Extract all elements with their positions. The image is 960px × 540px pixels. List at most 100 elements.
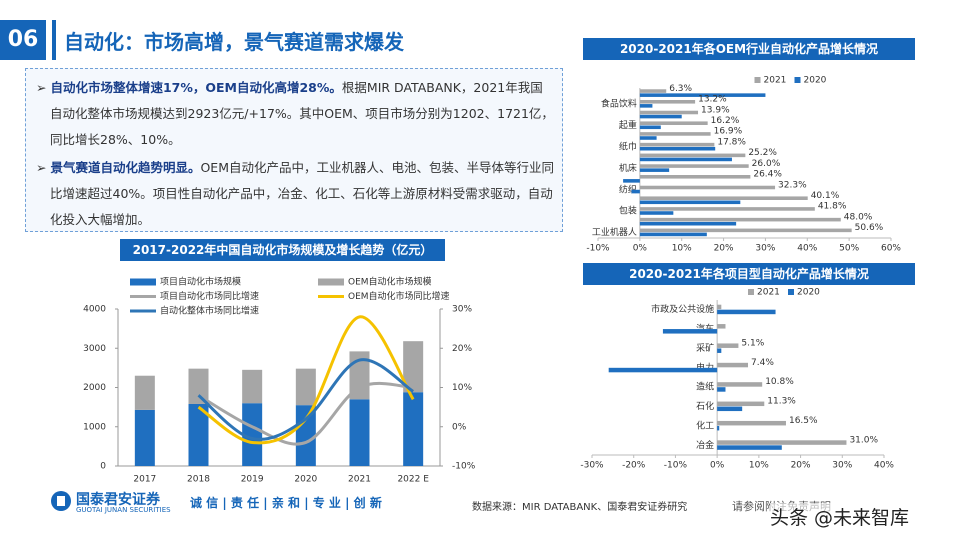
value-label: 7.4% (751, 358, 774, 368)
y2-tick-label: 10% (452, 383, 472, 393)
value-label: 40.1% (811, 191, 840, 201)
bar (717, 445, 782, 450)
y-tick-label: 4000 (83, 305, 106, 315)
value-label: 11.3% (767, 397, 796, 407)
x-tick-label: 10% (672, 244, 692, 254)
bullet: ➢ 自动化市场整体增速17%，OEM自动化高增28%。根据MIR DATABAN… (36, 80, 554, 147)
bar (717, 382, 763, 387)
x-tick-label: 10% (749, 461, 769, 471)
x-tick-label: -30% (580, 461, 604, 471)
line (197, 381, 414, 446)
source: 数据来源：MIR DATABANK、国泰君安证券研究 (472, 502, 688, 513)
x-tick-label: 50% (839, 244, 859, 254)
bar (295, 368, 316, 406)
x-tick-label: 0% (633, 244, 648, 254)
category-label: 采矿 (696, 342, 714, 354)
bar (717, 387, 726, 392)
line (197, 358, 415, 441)
bar (349, 399, 370, 466)
watermark: 头条 @未来智库 (770, 503, 910, 530)
value-label: 26.4% (753, 170, 782, 180)
value-label: 13.9% (701, 105, 730, 115)
legend-swatch (318, 278, 344, 286)
category-label: 起重 (619, 119, 637, 131)
x-tick-label: -10% (664, 461, 688, 471)
category-label: 纺织 (619, 183, 637, 195)
x-tick-label: 2021 (348, 475, 371, 485)
value-label: 25.2% (748, 148, 777, 158)
bar (639, 196, 808, 200)
x-tick-label: 40% (797, 244, 817, 254)
bar (639, 114, 682, 119)
category-label: 机床 (619, 162, 637, 174)
value-label: 13.2% (698, 95, 727, 105)
chart-title: 2017-2022年中国自动化市场规模及增长趋势（亿元） (120, 239, 445, 261)
bar (639, 211, 674, 215)
bar (717, 440, 847, 445)
bar (242, 403, 263, 466)
bullet-text: OEM自动化产品中，工业机器人、电池、包装、半导体等行业同比增速超过40%。项目… (50, 160, 554, 227)
bar (639, 121, 708, 125)
line (197, 315, 415, 445)
x-tick-label: 2020 (294, 475, 317, 485)
bar (639, 132, 711, 136)
bar (403, 341, 424, 393)
category-label: 纸巾 (619, 140, 637, 152)
bar (295, 405, 316, 466)
legend-label: 2020 (804, 76, 827, 86)
category-label: 食品饮料 (601, 98, 637, 110)
legend-swatch (748, 289, 754, 295)
bar (639, 153, 746, 158)
x-tick-label: -20% (622, 461, 646, 471)
bar (717, 420, 786, 426)
value-label: 41.8% (818, 202, 847, 212)
category-label: 市政及公共设施 (651, 303, 714, 315)
legend-label: 项目自动化市场规模 (160, 276, 241, 288)
bar (639, 100, 696, 104)
category-label: 冶金 (696, 439, 714, 451)
bar (639, 232, 707, 237)
bar (662, 329, 718, 334)
legend-swatch (754, 77, 761, 83)
slogan: 诚 信 | 责 任 | 亲 和 | 专 业 | 创 新 (190, 496, 382, 510)
category-label: 石化 (696, 400, 714, 412)
bar (631, 189, 640, 194)
bar (134, 409, 155, 466)
bullet: ➢ 景气赛道自动化趋势明显。OEM自动化产品中，工业机器人、电池、包装、半导体等… (36, 160, 554, 227)
legend-swatch (794, 77, 801, 83)
value-label: 17.8% (717, 137, 746, 147)
value-label: 32.3% (778, 180, 807, 190)
bar (403, 392, 424, 466)
bar (639, 217, 841, 222)
chart-title: 2020-2021年各项目型自动化产品增长情况 (583, 263, 915, 285)
x-tick-label: 2022 E (397, 475, 429, 485)
legend-label: 2021 (757, 288, 780, 298)
value-label: 26.0% (752, 159, 781, 169)
bar (717, 362, 749, 368)
x-tick-label: 20% (791, 461, 811, 471)
x-tick-label: 2019 (241, 475, 264, 485)
bar (639, 89, 667, 93)
x-tick-label: 30% (755, 244, 775, 254)
bar (639, 207, 815, 211)
x-tick-label: -10% (586, 244, 610, 254)
bar (717, 406, 743, 412)
slide-title: 自动化：市场高增，景气赛道需求爆发 (64, 30, 404, 54)
y2-tick-label: 30% (452, 305, 472, 315)
value-label: 6.3% (669, 84, 692, 94)
legend-label: 2020 (797, 288, 820, 298)
x-tick-label: 40% (874, 461, 894, 471)
legend-swatch (130, 278, 156, 286)
bar (134, 375, 155, 410)
bar (188, 403, 209, 466)
x-tick-label: 60% (881, 244, 901, 254)
legend-label: OEM自动化市场同比增速 (348, 290, 450, 302)
legend-label: 自动化整体市场同比增速 (160, 305, 259, 317)
legend-swatch (788, 289, 794, 295)
bullet-bold: 景气赛道自动化趋势明显。 (50, 160, 201, 175)
bar (623, 179, 640, 183)
legend-label: 项目自动化市场同比增速 (160, 290, 259, 302)
y2-tick-label: -10% (452, 462, 476, 472)
